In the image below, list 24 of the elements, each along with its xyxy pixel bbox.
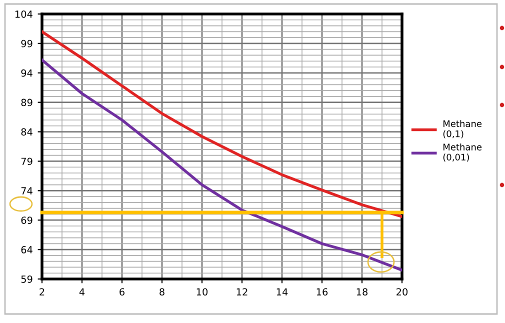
x-tick-label: 4 xyxy=(79,288,85,296)
x-tick-label: 14 xyxy=(276,288,288,296)
x-tick-label: 6 xyxy=(120,288,124,296)
x-tick-label: 2 xyxy=(40,288,44,296)
y-tick-label: 94 xyxy=(21,69,32,77)
y-tick-label: 74 xyxy=(21,187,32,194)
line-series xyxy=(42,30,402,218)
x-tick-label: 8 xyxy=(160,288,164,296)
y-tick-label: 89 xyxy=(21,98,32,106)
x-tick-label: 20 xyxy=(396,288,408,296)
y-tick-label: 104 xyxy=(15,10,32,18)
x-tick-label: 18 xyxy=(356,288,368,296)
y-tick-label: 99 xyxy=(21,40,32,48)
y-tick-label: 64 xyxy=(21,246,32,254)
line-series xyxy=(42,58,402,272)
y-tick-label: 59 xyxy=(21,275,32,283)
y-tick-label: 79 xyxy=(21,158,32,166)
y-tick-label: 69 xyxy=(21,216,32,224)
x-tick-label: 12 xyxy=(236,288,248,296)
y-tick-label: 84 xyxy=(21,128,32,136)
legend-label: Methane (0,01) xyxy=(443,143,482,162)
x-tick-label: 10 xyxy=(196,288,208,296)
legend-label: Methane (0,1) xyxy=(443,120,482,138)
x-tick-label: 16 xyxy=(316,288,328,296)
